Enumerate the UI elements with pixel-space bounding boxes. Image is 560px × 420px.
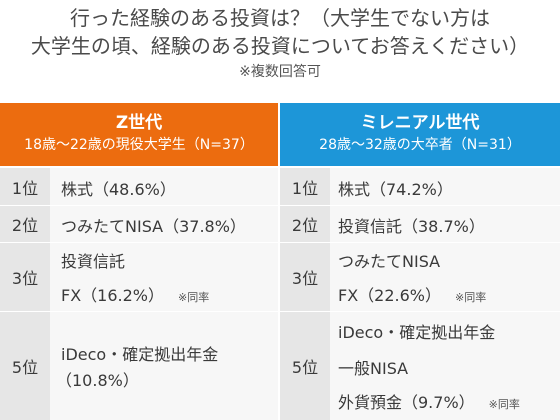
tie-note: ※同率 — [488, 398, 520, 411]
millennial-item-cell: iDeco・確定拠出年金 一般NISA 外貨預金（9.7%） ※同率 — [330, 311, 560, 420]
table-row: 3位 投資信託 FX（16.2%） ※同率 3位 つみたてNISA FX（22.6… — [0, 242, 560, 311]
table-row: 2位 つみたてNISA（37.8%） 2位 投資信託（38.7%） — [0, 205, 560, 242]
item-text: 株式（48.6%） — [61, 180, 176, 199]
gen-z-item-cell: つみたてNISA（37.8%） — [50, 205, 278, 242]
row-divider — [0, 205, 560, 206]
gen-z-subtitle: 18歳〜22歳の現役大学生（N=37） — [24, 137, 254, 153]
table-row: 5位 iDeco・確定拠出年金 （10.8%） 5位 iDeco・確定拠出年金 … — [0, 311, 560, 420]
gen-z-item-cell: 株式（48.6%） — [50, 168, 278, 205]
gen-z-header: Z世代 18歳〜22歳の現役大学生（N=37） — [0, 103, 278, 166]
item-text: iDeco・確定拠出年金 — [61, 345, 219, 364]
row-divider — [0, 311, 560, 312]
item-text: つみたてNISA — [338, 252, 441, 271]
gen-z-rank: 2位 — [0, 205, 50, 242]
millennial-title: ミレニアル世代 — [360, 113, 480, 133]
item-text: FX（16.2%） — [61, 286, 164, 305]
item-text: 株式（74.2%） — [338, 180, 453, 199]
item-text: FX（22.6%） — [338, 286, 441, 305]
gen-z-item-cell: 投資信託 FX（16.2%） ※同率 — [50, 242, 278, 311]
millennial-item-cell: 投資信託（38.7%） — [330, 205, 560, 242]
table-row: 1位 株式（48.6%） 1位 株式（74.2%） — [0, 168, 560, 205]
item-text: iDeco・確定拠出年金 — [338, 323, 496, 342]
row-divider — [0, 242, 560, 243]
millennial-item-cell: つみたてNISA FX（22.6%） ※同率 — [330, 242, 560, 311]
gen-z-rank: 5位 — [0, 311, 50, 420]
survey-title: 行った経験のある投資は？（大学生でない方は 大学生の頃、経験のある投資についてお… — [0, 4, 560, 82]
gen-z-rank: 1位 — [0, 168, 50, 205]
gen-z-rank: 3位 — [0, 242, 50, 311]
tie-note: ※同率 — [455, 291, 487, 304]
tie-note: ※同率 — [178, 291, 210, 304]
item-text: つみたてNISA（37.8%） — [61, 217, 246, 236]
gen-z-item-cell: iDeco・確定拠出年金 （10.8%） — [50, 311, 278, 420]
title-line-2: 大学生の頃、経験のある投資についてお答えください） — [30, 34, 530, 58]
item-text: 投資信託 — [61, 252, 126, 271]
item-text-with-note: 外貨預金（9.7%） ※同率 — [338, 389, 520, 413]
millennial-subtitle: 28歳〜32歳の大卒者（N=31） — [319, 137, 521, 153]
gen-z-title: Z世代 — [115, 113, 163, 133]
millennial-item-cell: 株式（74.2%） — [330, 168, 560, 205]
millennial-rank: 2位 — [280, 205, 330, 242]
item-text: 一般NISA — [338, 359, 409, 378]
millennial-header: ミレニアル世代 28歳〜32歳の大卒者（N=31） — [280, 103, 560, 166]
item-text: 外貨預金（9.7%） — [338, 393, 475, 412]
multiple-answer-note: ※複数回答可 — [239, 64, 321, 80]
item-text-with-note: FX（22.6%） ※同率 — [338, 282, 486, 306]
item-text: 投資信託（38.7%） — [338, 217, 485, 236]
ranking-table: Z世代 18歳〜22歳の現役大学生（N=37） ミレニアル世代 28歳〜32歳の… — [0, 103, 560, 420]
millennial-rank: 1位 — [280, 168, 330, 205]
millennial-rank: 3位 — [280, 242, 330, 311]
millennial-rank: 5位 — [280, 311, 330, 420]
item-text-with-note: FX（16.2%） ※同率 — [61, 282, 209, 306]
title-line-1: 行った経験のある投資は？（大学生でない方は — [70, 6, 490, 30]
item-text: （10.8%） — [56, 371, 139, 390]
